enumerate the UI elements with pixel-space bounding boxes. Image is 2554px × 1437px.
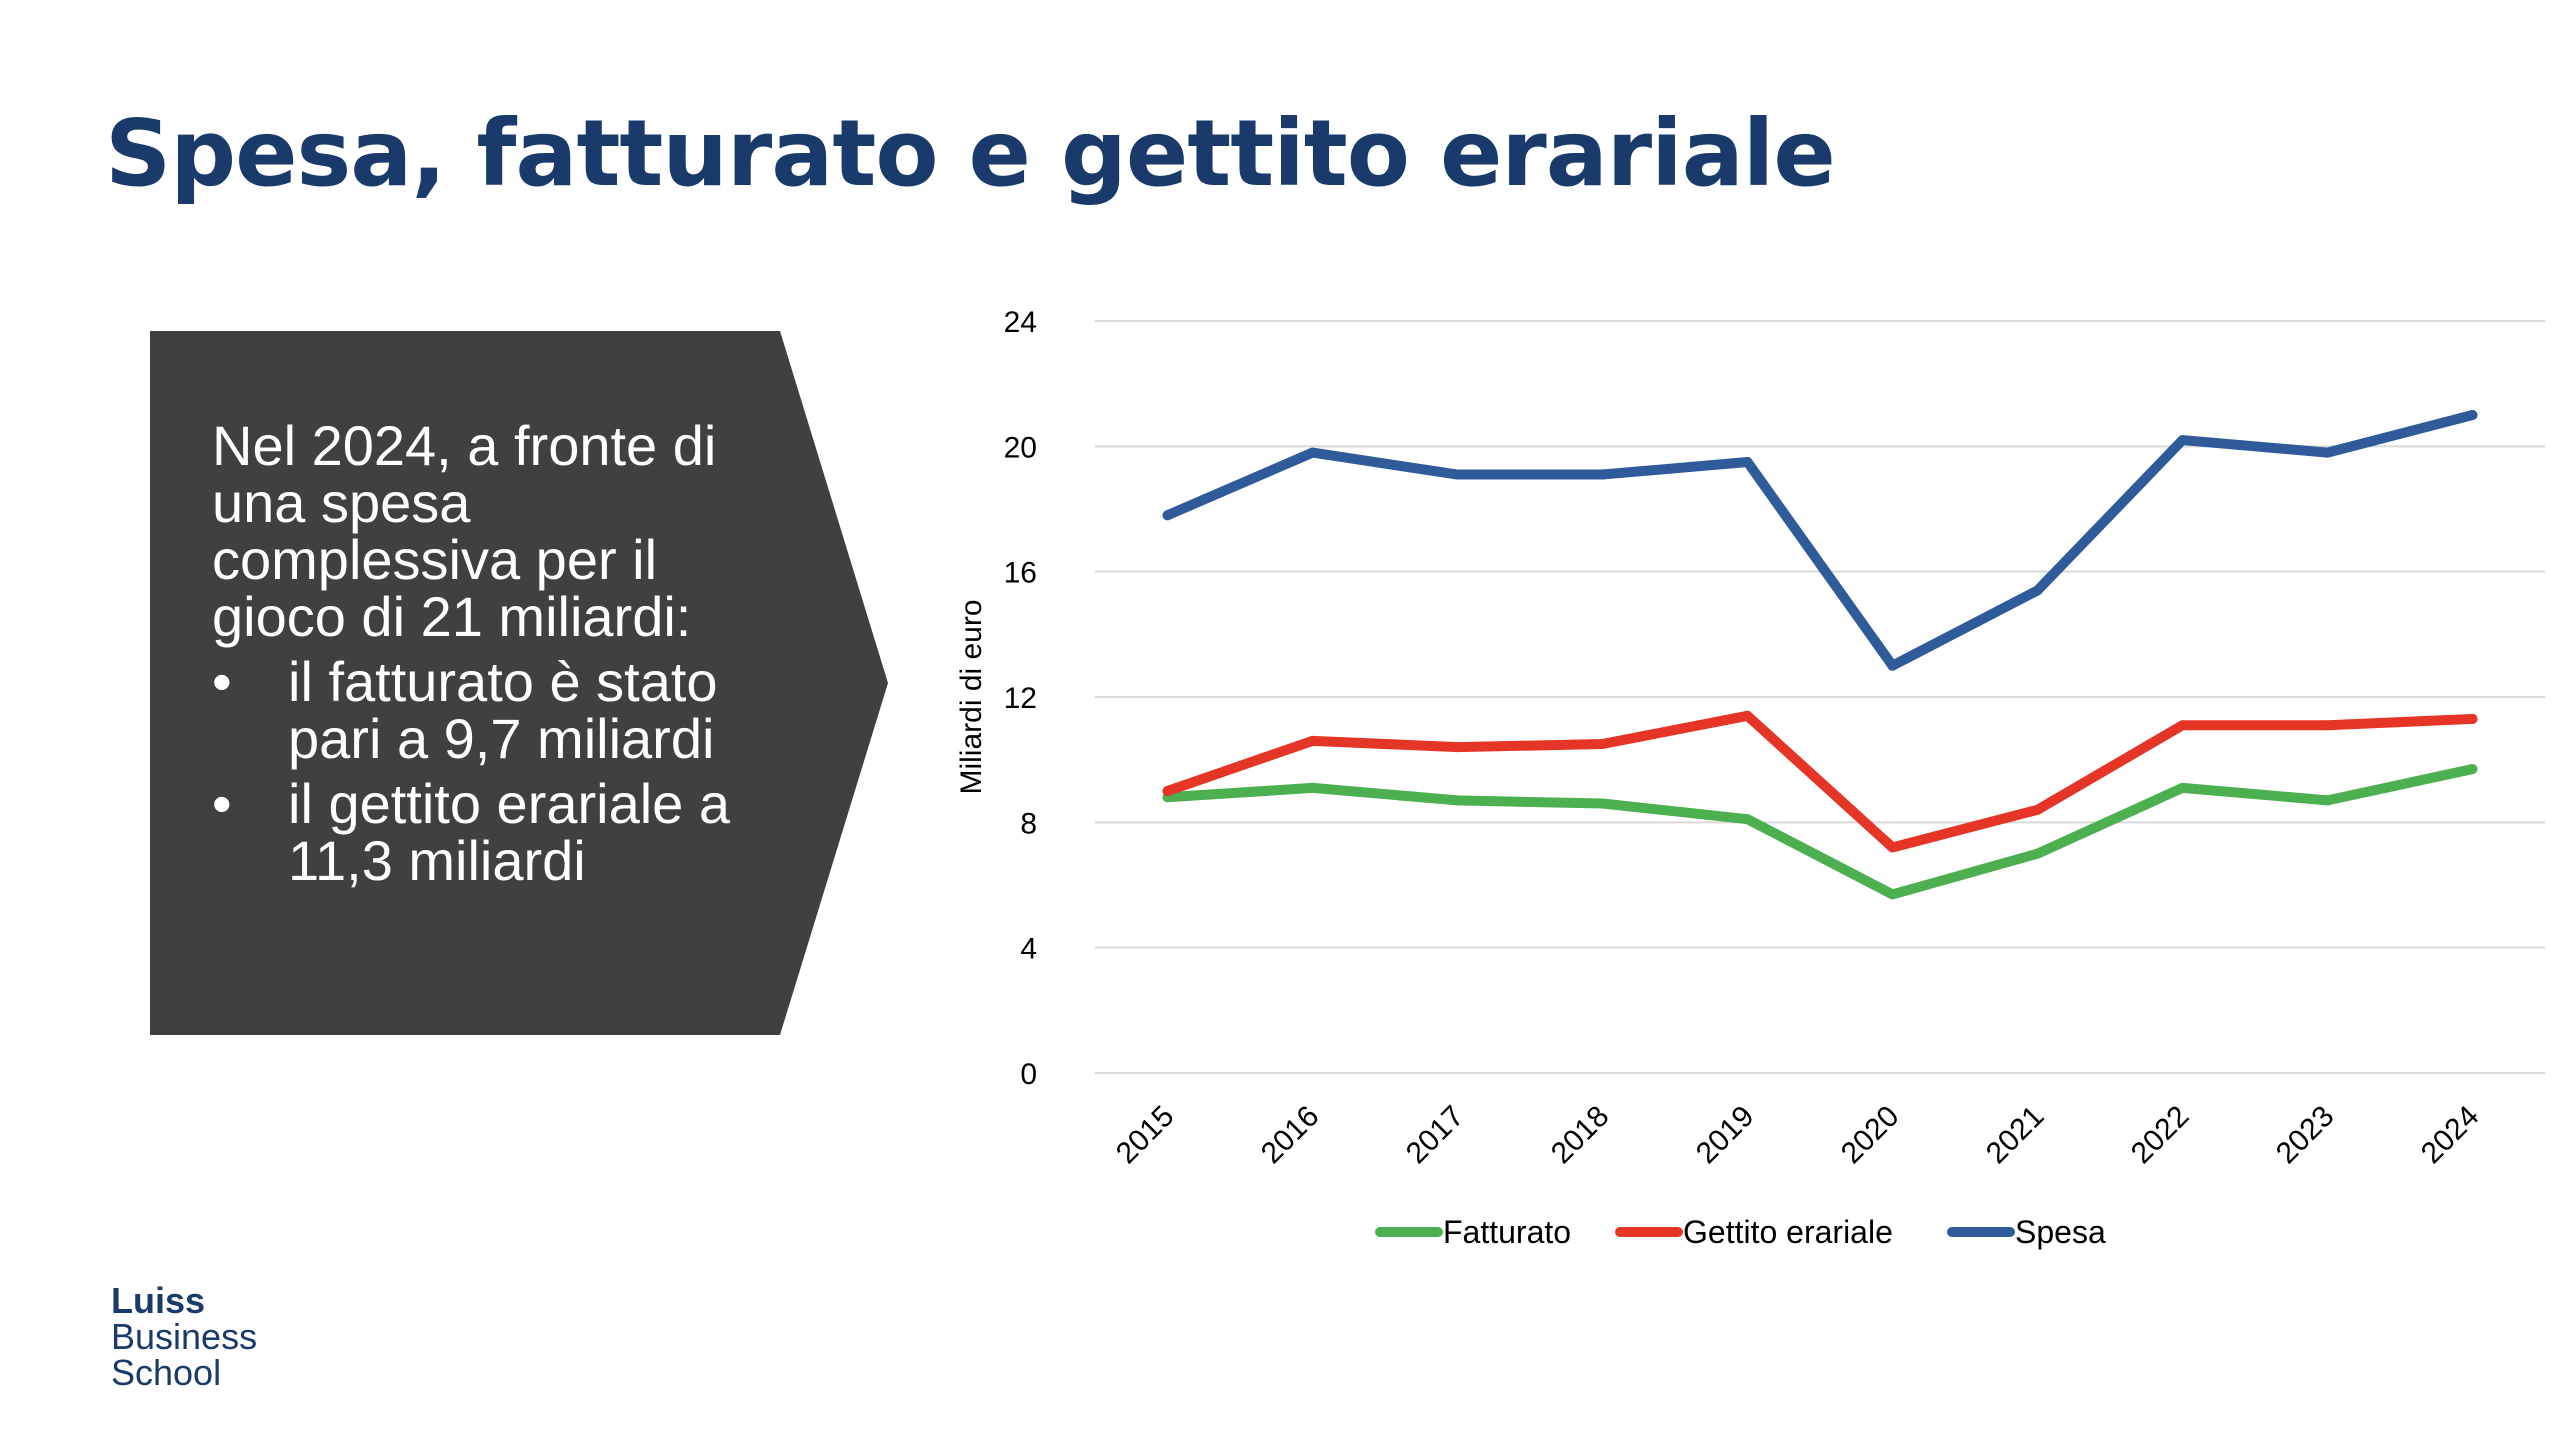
x-tick-label: 2015: [1110, 1100, 1181, 1171]
data-point-gettito-erariale-2018: [1597, 739, 1608, 749]
x-tick-label: 2021: [1980, 1100, 2051, 1171]
luiss-logo: Luiss Business School: [111, 1283, 257, 1391]
logo-line-luiss: Luiss: [111, 1280, 206, 1321]
data-point-gettito-erariale-2016: [1307, 735, 1318, 746]
x-tick-label: 2018: [1545, 1100, 1616, 1171]
data-point-spesa-2017: [1452, 469, 1463, 480]
callout-bullet-fatturato: • il fatturato è stato pari a 9,7 miliar…: [212, 653, 772, 767]
data-point-fatturato-2016: [1307, 782, 1318, 793]
callout-text: Nel 2024, a fronte di una spesa compless…: [212, 417, 772, 897]
data-point-fatturato-2019: [1742, 814, 1753, 825]
legend-label-fatturato: Fatturato: [1443, 1214, 1571, 1250]
x-tick-label: 2020: [1835, 1100, 1906, 1171]
data-point-spesa-2024: [2467, 410, 2478, 420]
series-line-fatturato: [1162, 764, 2478, 900]
data-point-gettito-erariale-2023: [2322, 720, 2333, 731]
callout-bullet-text: il gettito erariale a 11,3 miliardi: [288, 772, 731, 892]
data-point-spesa-2018: [1597, 469, 1608, 480]
x-tick-label: 2024: [2415, 1100, 2486, 1171]
data-point-spesa-2022: [2177, 435, 2188, 446]
y-tick-label: 8: [1020, 807, 1037, 840]
x-tick-label: 2023: [2270, 1100, 2341, 1171]
callout-bullet-text: il fatturato è stato pari a 9,7 miliardi: [288, 650, 718, 770]
callout-box: Nel 2024, a fronte di una spesa compless…: [150, 331, 890, 1035]
x-tick-label: 2022: [2125, 1100, 2196, 1171]
data-point-spesa-2016: [1307, 447, 1318, 458]
data-point-gettito-erariale-2024: [2467, 713, 2478, 724]
data-point-spesa-2020: [1887, 660, 1898, 671]
data-point-fatturato-2022: [2177, 782, 2188, 793]
x-tick-label: 2016: [1255, 1100, 1326, 1171]
data-point-gettito-erariale-2017: [1452, 742, 1463, 753]
data-point-gettito-erariale-2019: [1742, 710, 1753, 721]
data-point-fatturato-2018: [1597, 798, 1608, 809]
x-tick-label: 2017: [1400, 1100, 1471, 1171]
callout-bullet-gettito: • il gettito erariale a 11,3 miliardi: [212, 775, 772, 889]
callout-bullets: • il fatturato è stato pari a 9,7 miliar…: [212, 653, 772, 889]
data-point-gettito-erariale-2022: [2177, 720, 2188, 731]
data-point-spesa-2023: [2322, 447, 2333, 458]
y-tick-label: 4: [1020, 933, 1037, 966]
series-line-spesa: [1162, 410, 2478, 671]
data-point-spesa-2019: [1742, 457, 1753, 467]
x-tick-label: 2019: [1690, 1100, 1761, 1171]
bullet-icon: •: [212, 772, 232, 835]
logo-line-school: School: [111, 1352, 222, 1393]
y-tick-label: 16: [1004, 557, 1037, 590]
data-point-fatturato-2021: [2032, 848, 2043, 859]
legend-label-gettito-erariale: Gettito erariale: [1683, 1214, 1893, 1250]
y-tick-label: 20: [1004, 431, 1037, 464]
data-point-gettito-erariale-2021: [2032, 804, 2043, 815]
data-point-spesa-2015: [1162, 510, 1173, 521]
callout-arrow-shape: [150, 331, 888, 1035]
y-tick-label: 0: [1020, 1058, 1037, 1091]
legend-label-spesa: Spesa: [2015, 1214, 2106, 1250]
bullet-icon: •: [212, 650, 232, 713]
data-point-gettito-erariale-2020: [1887, 842, 1898, 853]
data-point-fatturato-2020: [1887, 889, 1898, 900]
y-tick-label: 12: [1004, 682, 1037, 715]
data-point-gettito-erariale-2015: [1162, 786, 1173, 796]
data-point-spesa-2021: [2032, 585, 2043, 596]
callout-intro: Nel 2024, a fronte di una spesa compless…: [212, 414, 717, 648]
slide-title: Spesa, fatturato e gettito erariale: [105, 100, 1836, 207]
data-point-fatturato-2017: [1452, 795, 1463, 806]
data-point-fatturato-2024: [2467, 764, 2478, 775]
y-axis-label: Miliardi di euro: [955, 599, 988, 794]
series-line-gettito-erariale: [1162, 710, 2478, 853]
logo-line-business: Business: [111, 1316, 258, 1357]
y-tick-label: 24: [1004, 306, 1037, 339]
data-point-fatturato-2023: [2322, 795, 2333, 806]
